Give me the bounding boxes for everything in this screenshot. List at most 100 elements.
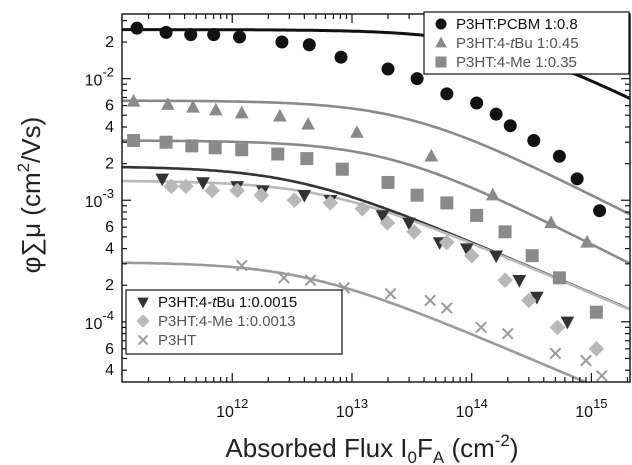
legend-bottom-left: P3HT:4-tBu 1:0.0015 P3HT:4-Me 1:0.0013 P3H… [125,289,343,355]
data-point-series-6-9 [501,327,514,340]
data-point-series-3-5 [235,143,249,157]
data-point-series-1-15 [527,133,541,147]
y-tick-label-2: 6 [105,341,114,358]
data-point-series-2-4 [209,102,223,116]
y-tick-label-5: 4 [105,241,114,258]
series-6-points [235,259,608,382]
data-point-series-2-6 [273,108,287,122]
x-tick-label-exp: 13 [354,396,368,411]
data-point-series-4-1 [155,173,170,187]
data-point-series-5-8 [354,201,371,217]
x-axis-title: Absorbed Flux I0FA (cm-2) [225,431,518,465]
x-axis-title-tail: (cm [444,433,495,463]
data-point-series-2-7 [301,116,315,130]
data-point-series-3-16 [589,305,603,319]
data-point-series-6-3 [304,274,317,287]
y-tick-label-7: 10-3 [85,186,114,211]
data-point-series-3-9 [381,175,395,189]
x-axis-title-sub2: A [433,448,445,465]
x-tick-label-2: 1013 [336,396,368,421]
data-point-series-6-11-stroke-b [580,354,592,367]
data-point-series-5-12 [463,247,480,264]
data-point-series-3-15 [552,271,566,285]
data-point-series-1-8 [334,50,348,64]
legend-marker-series-3 [435,56,447,68]
data-point-series-3-3 [185,139,199,153]
fit-curve-series-2 [122,99,630,216]
legend-label-part: t [212,294,217,311]
data-point-series-6-5 [384,287,397,300]
data-point-series-2-12 [580,234,594,248]
data-point-series-3-8 [335,162,349,176]
data-point-series-5-13 [497,272,513,288]
data-point-series-2-1 [126,93,141,107]
y-tick-label-1: 4 [105,362,114,379]
data-point-series-1-7 [302,38,316,52]
series-1-points [130,21,607,218]
data-point-series-5-3 [204,182,220,199]
data-point-series-1-13 [489,107,503,121]
data-point-series-6-12 [595,369,608,382]
y-tick-label-exp: -3 [102,186,114,201]
data-point-series-1-5 [233,30,247,44]
x-axis-title-main: Absorbed Flux I [225,433,407,463]
data-point-series-5-10 [406,223,422,240]
legend-label-series-4: P3HT:4-tBu 1:0.0015 [158,294,297,311]
y-axis-title-sup: 2 [14,163,33,172]
data-point-series-3-7 [300,152,314,166]
data-point-series-6-10-stroke-b [549,347,562,360]
legend-label-series-5: P3HT:4-Me 1:0.0013 [158,313,296,330]
data-point-series-6-2 [277,271,290,284]
data-point-series-2-10 [485,187,500,201]
data-point-series-1-12 [470,96,484,110]
legend-marker-series-2 [435,36,447,48]
legend-marker-series-4 [137,297,149,309]
data-point-series-4-12 [512,274,527,288]
legend-label-part: t [510,35,515,52]
y-tick-label-base: 10 [85,194,103,211]
data-point-series-1-3 [184,28,198,42]
axes-frame [121,13,631,383]
data-point-series-4-10 [459,243,474,257]
data-point-series-5-9 [379,215,396,231]
legend-label-part: Bu 1:0.0015 [216,294,297,311]
data-point-series-1-17 [570,172,584,186]
legend-top-right: P3HT:PCBM 1:0.8 P3HT:4-tBu 1:0.45 P3HT:4-M… [423,11,630,75]
data-point-series-1-9 [381,62,395,76]
y-tick-label-4: 2 [105,277,114,294]
x-axis-title-mid: F [417,433,433,463]
legend-marker-series-6-stroke-b [137,334,149,346]
y-tick-label-8: 2 [105,156,114,173]
data-point-series-1-14 [503,119,517,133]
data-point-series-6-6 [424,294,437,307]
legend-label-part: Bu 1:0.45 [514,35,578,52]
data-point-series-4-13 [530,291,544,305]
data-point-series-1-18 [593,204,607,218]
y-tick-label-11: 10-2 [85,65,114,90]
data-point-series-1-1 [130,21,144,35]
legend-label-series-1: P3HT:PCBM 1:0.8 [456,16,578,33]
data-point-series-3-13 [498,225,512,239]
x-tick-label-4: 1015 [575,396,607,421]
data-point-series-6-8 [475,321,488,334]
y-tick-label-exp: -4 [102,308,114,323]
data-point-series-6-10 [549,347,562,360]
data-point-series-5-16 [588,341,605,357]
x-axis-title-sup: -2 [495,431,510,450]
legend-box [125,289,343,355]
data-point-series-1-4 [207,28,221,42]
fit-curve-series-6 [122,261,589,382]
data-point-series-5-7 [322,195,339,211]
data-marks [122,21,630,382]
data-point-series-1-10 [410,72,424,86]
legend-marker-series-5 [136,314,150,328]
data-point-series-1-2 [159,25,173,39]
x-axis-title-sub1: 0 [408,448,417,465]
data-point-series-3-6 [271,147,285,161]
fit-curve-series-3 [122,139,630,265]
data-point-series-3-1 [127,133,141,147]
data-point-series-5-4 [229,182,246,199]
x-tick-label-3: 1014 [456,396,488,421]
x-tick-label-base: 10 [575,404,593,421]
